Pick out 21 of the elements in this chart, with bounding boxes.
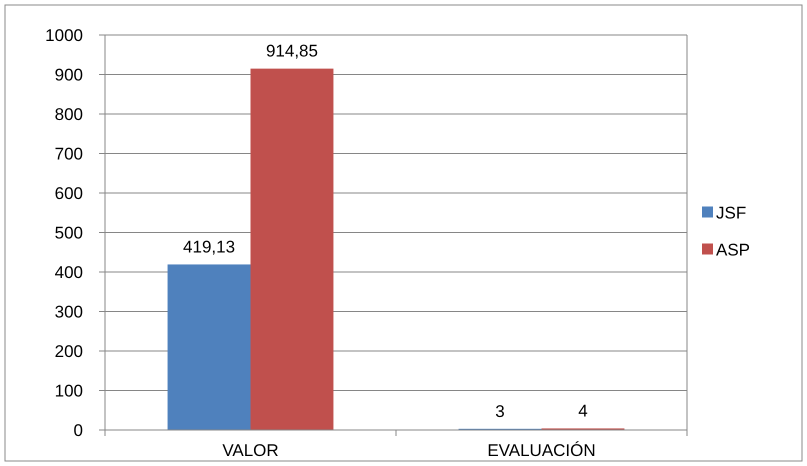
- bar: [250, 68, 334, 430]
- y-tick-label: 900: [54, 65, 83, 84]
- y-tick-label: 800: [54, 104, 83, 124]
- legend-label: JSF: [716, 203, 746, 222]
- data-label: 419,13: [183, 237, 236, 256]
- x-tick-label: VALOR: [222, 441, 279, 460]
- data-label: 914,85: [266, 42, 318, 61]
- y-tick-label: 1000: [45, 26, 83, 45]
- y-tick-label: 700: [54, 144, 83, 164]
- data-label: 4: [578, 401, 588, 420]
- legend-label: ASP: [716, 240, 750, 260]
- y-tick-label: 500: [54, 223, 83, 242]
- y-tick-label: 0: [74, 420, 83, 440]
- bar: [168, 264, 250, 430]
- x-tick-label: EVALUACIÓN: [487, 441, 596, 460]
- data-label: 3: [495, 402, 505, 421]
- y-tick-label: 600: [54, 184, 83, 203]
- y-tick-label: 300: [54, 302, 83, 322]
- y-tick-label: 400: [54, 262, 83, 282]
- y-tick-label: 100: [54, 381, 83, 400]
- y-tick-label: 200: [54, 342, 83, 361]
